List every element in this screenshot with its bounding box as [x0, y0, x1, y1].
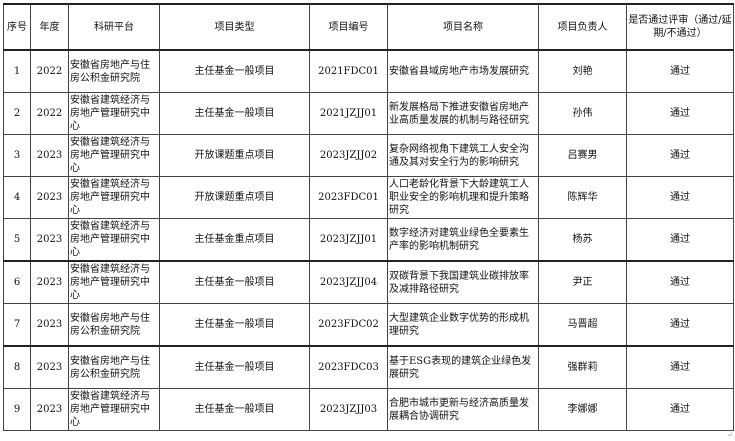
cell-year: 2023 — [30, 218, 69, 262]
cell-review: 通过 — [626, 49, 734, 93]
table-row: 9 2023 安徽省建筑经济与房地产管理研究中心 主任基金一般项目 2023JZJJ03… — [3, 388, 734, 431]
header-code: 项目编号 — [309, 3, 388, 51]
cell-name: 数字经济对建筑业绿色全要素生产率的影响机制研究 — [387, 218, 539, 262]
cell-platform: 安徽省建筑经济与房地产管理研究中心 — [68, 218, 160, 262]
table-row: 1 2022 安徽省房地产与住房公积金研究院 主任基金一般项目 2021FDC01 安徽省… — [3, 49, 734, 93]
cell-year: 2023 — [30, 388, 69, 431]
paragraph-mark: ↵ — [727, 431, 733, 439]
cell-platform: 安徽省房地产与住房公积金研究院 — [68, 303, 160, 347]
cell-name: 新发展格局下推进安徽省房地产业高质量发展的机制与路径研究 — [387, 92, 539, 135]
cell-type: 主任基金一般项目 — [159, 260, 310, 304]
table-row: 2 2022 安徽省建筑经济与房地产管理研究中心 主任基金一般项目 2021JZJJ01… — [3, 92, 734, 135]
cell-year: 2022 — [30, 92, 69, 135]
cell-leader: 李娜娜 — [538, 388, 627, 431]
cell-type: 开放课题重点项目 — [159, 176, 310, 219]
cell-code: 2023FDC02 — [309, 303, 388, 347]
cell-index: 1 — [3, 49, 31, 93]
header-year: 年度 — [30, 3, 69, 51]
cell-review: 通过 — [626, 134, 734, 177]
cell-code: 2021FDC01 — [309, 49, 388, 93]
cell-year: 2023 — [30, 176, 69, 219]
cell-index: 2 — [3, 92, 31, 135]
cell-year: 2023 — [30, 345, 69, 389]
cell-leader: 杨苏 — [538, 218, 627, 262]
cell-platform: 安徽省建筑经济与房地产管理研究中心 — [68, 388, 160, 431]
cell-type: 主任基金一般项目 — [159, 388, 310, 431]
cell-code: 2023JZJJ03 — [309, 388, 388, 431]
table-row: 4 2023 安徽省建筑经济与房地产管理研究中心 开放课题重点项目 2023FDC01 人… — [3, 176, 734, 219]
cell-platform: 安徽省房地产与住房公积金研究院 — [68, 345, 160, 389]
header-platform: 科研平台 — [68, 3, 160, 51]
cell-index: 4 — [3, 176, 31, 219]
cell-type: 主任基金重点项目 — [159, 218, 310, 262]
cell-leader: 刘艳 — [538, 49, 627, 93]
project-review-table: 序号 年度 科研平台 项目类型 项目编号 项目名称 项目负责人 是否通过评审（通… — [3, 3, 734, 431]
cell-name: 复杂网络视角下建筑工人安全沟通及其对安全行为的影响研究 — [387, 134, 539, 177]
cell-code: 2023FDC03 — [309, 345, 388, 389]
cell-review: 通过 — [626, 388, 734, 431]
cell-code: 2023JZJJ02 — [309, 134, 388, 177]
table-row: 5 2023 安徽省建筑经济与房地产管理研究中心 主任基金重点项目 2023JZJJ01… — [3, 218, 734, 262]
cell-code: 2023JZJJ04 — [309, 260, 388, 304]
header-row: 序号 年度 科研平台 项目类型 项目编号 项目名称 项目负责人 是否通过评审（通… — [3, 3, 734, 51]
header-name: 项目名称 — [387, 3, 539, 51]
table-row: 7 2023 安徽省房地产与住房公积金研究院 主任基金一般项目 2023FDC02 大型建… — [3, 303, 734, 347]
cell-type: 开放课题重点项目 — [159, 134, 310, 177]
cell-leader: 马晋超 — [538, 303, 627, 347]
cell-index: 7 — [3, 303, 31, 347]
header-type: 项目类型 — [159, 3, 310, 51]
cell-platform: 安徽省建筑经济与房地产管理研究中心 — [68, 260, 160, 304]
cell-leader: 强群莉 — [538, 345, 627, 389]
cell-review: 通过 — [626, 92, 734, 135]
cell-name: 人口老龄化背景下大龄建筑工人职业安全的影响机理和提升策略研究 — [387, 176, 539, 219]
header-index: 序号 — [3, 3, 31, 51]
cell-index: 5 — [3, 218, 31, 262]
header-review: 是否通过评审（通过/延期/不通过） — [626, 3, 734, 51]
cell-type: 主任基金一般项目 — [159, 303, 310, 347]
cell-year: 2023 — [30, 260, 69, 304]
cell-year: 2023 — [30, 303, 69, 347]
cell-leader: 陈辉华 — [538, 176, 627, 219]
cell-leader: 尹正 — [538, 260, 627, 304]
cell-index: 6 — [3, 260, 31, 304]
cell-review: 通过 — [626, 260, 734, 304]
cell-name: 合肥市城市更新与经济高质量发展耦合协调研究 — [387, 388, 539, 431]
cell-review: 通过 — [626, 303, 734, 347]
cell-type: 主任基金一般项目 — [159, 92, 310, 135]
cell-name: 安徽省县域房地产市场发展研究 — [387, 49, 539, 93]
cell-code: 2021JZJJ01 — [309, 92, 388, 135]
cell-type: 主任基金一般项目 — [159, 345, 310, 389]
cell-name: 基于ESG表现的建筑企业绿色发展研究 — [387, 345, 539, 389]
cell-index: 8 — [3, 345, 31, 389]
cell-index: 3 — [3, 134, 31, 177]
cell-platform: 安徽省房地产与住房公积金研究院 — [68, 49, 160, 93]
cell-name: 大型建筑企业数字优势的形成机理研究 — [387, 303, 539, 347]
table-row: 8 2023 安徽省房地产与住房公积金研究院 主任基金一般项目 2023FDC03 基于E… — [3, 345, 734, 389]
cell-review: 通过 — [626, 176, 734, 219]
cell-year: 2023 — [30, 134, 69, 177]
cell-review: 通过 — [626, 218, 734, 262]
header-leader: 项目负责人 — [538, 3, 627, 51]
cell-name: 双碳背景下我国建筑业碳排放率及减排路径研究 — [387, 260, 539, 304]
cell-code: 2023FDC01 — [309, 176, 388, 219]
table-row: 3 2023 安徽省建筑经济与房地产管理研究中心 开放课题重点项目 2023JZJJ02… — [3, 134, 734, 177]
cell-leader: 吕赛男 — [538, 134, 627, 177]
cell-review: 通过 — [626, 345, 734, 389]
cell-year: 2022 — [30, 49, 69, 93]
cell-index: 9 — [3, 388, 31, 431]
cell-code: 2023JZJJ01 — [309, 218, 388, 262]
cell-type: 主任基金一般项目 — [159, 49, 310, 93]
cell-platform: 安徽省建筑经济与房地产管理研究中心 — [68, 134, 160, 177]
cell-platform: 安徽省建筑经济与房地产管理研究中心 — [68, 176, 160, 219]
cell-platform: 安徽省建筑经济与房地产管理研究中心 — [68, 92, 160, 135]
cell-leader: 孙伟 — [538, 92, 627, 135]
table-row: 6 2023 安徽省建筑经济与房地产管理研究中心 主任基金一般项目 2023JZJJ04… — [3, 260, 734, 304]
